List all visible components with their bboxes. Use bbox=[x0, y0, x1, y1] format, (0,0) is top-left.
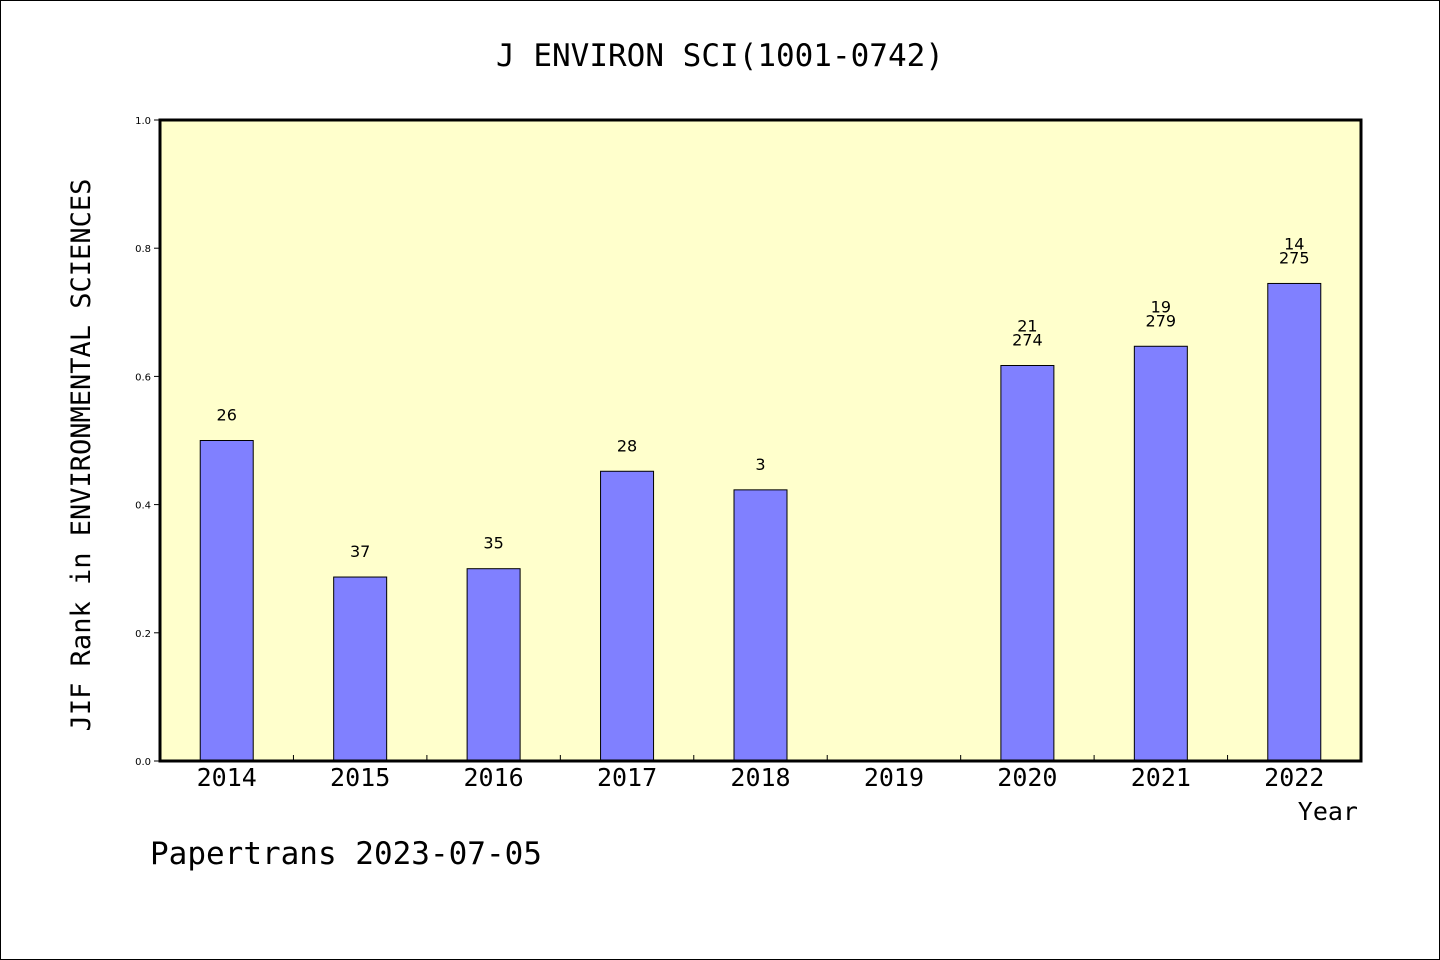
bars-group bbox=[199, 282, 1322, 762]
bar-label-2021-0: 19 bbox=[1151, 297, 1171, 316]
bar-label-2014-0: 26 bbox=[217, 406, 237, 425]
chart-title: J ENVIRON SCI(1001-0742) bbox=[496, 38, 944, 74]
x-tick-label-2019: 2019 bbox=[864, 763, 924, 792]
bar-2022 bbox=[1267, 282, 1322, 762]
bar-label-2018-0: 3 bbox=[755, 455, 765, 474]
x-tick-label-2014: 2014 bbox=[197, 763, 257, 792]
x-tick-label-2021: 2021 bbox=[1131, 763, 1191, 792]
y-tick-label-1: 0.2 bbox=[135, 629, 151, 640]
x-tick-label-2016: 2016 bbox=[464, 763, 524, 792]
y-tick-label-4: 0.8 bbox=[135, 244, 151, 255]
bar-label-2017-0: 28 bbox=[617, 436, 637, 455]
bar-label-2015-0: 37 bbox=[350, 542, 370, 561]
bar-label-2022-1: 275 bbox=[1279, 248, 1310, 267]
bar-2017 bbox=[600, 470, 655, 762]
x-axis-label: Year bbox=[1298, 797, 1358, 826]
y-axis-label: JIF Rank in ENVIRONMENTAL SCIENCES bbox=[66, 179, 97, 732]
y-tick-label-5: 1.0 bbox=[135, 116, 151, 127]
bar-label-2020-0: 21 bbox=[1017, 317, 1037, 336]
bar-label-2022-0: 14 bbox=[1284, 234, 1304, 253]
y-tick-label-0: 0.0 bbox=[135, 757, 151, 768]
bar-2015 bbox=[333, 576, 388, 762]
bar-label-2021-1: 279 bbox=[1146, 311, 1177, 330]
x-ticks-group: 2014 2015 2016 2017 2018 2019 2020 2021 2022 bbox=[197, 755, 1324, 792]
footer-text: Papertrans 2023-07-05 bbox=[150, 836, 542, 872]
bar-2016 bbox=[466, 568, 521, 762]
bar-2020 bbox=[1000, 365, 1055, 762]
y-tick-label-2: 0.4 bbox=[135, 501, 151, 512]
x-tick-label-2020: 2020 bbox=[997, 763, 1057, 792]
x-tick-label-2015: 2015 bbox=[330, 763, 390, 792]
bar-2018 bbox=[733, 489, 788, 762]
x-tick-label-2017: 2017 bbox=[597, 763, 657, 792]
y-ticks-group: 0.0 0.2 0.4 0.6 0.8 1.0 bbox=[135, 116, 160, 768]
plot-border bbox=[158, 118, 1363, 763]
bar-2021 bbox=[1133, 345, 1188, 762]
x-tick-label-2022: 2022 bbox=[1264, 763, 1324, 792]
bar-2014 bbox=[199, 440, 254, 762]
x-tick-label-2018: 2018 bbox=[730, 763, 790, 792]
bar-label-2016-0: 35 bbox=[483, 534, 503, 553]
y-tick-label-3: 0.6 bbox=[135, 372, 151, 383]
bar-label-2020-1: 274 bbox=[1012, 331, 1043, 350]
